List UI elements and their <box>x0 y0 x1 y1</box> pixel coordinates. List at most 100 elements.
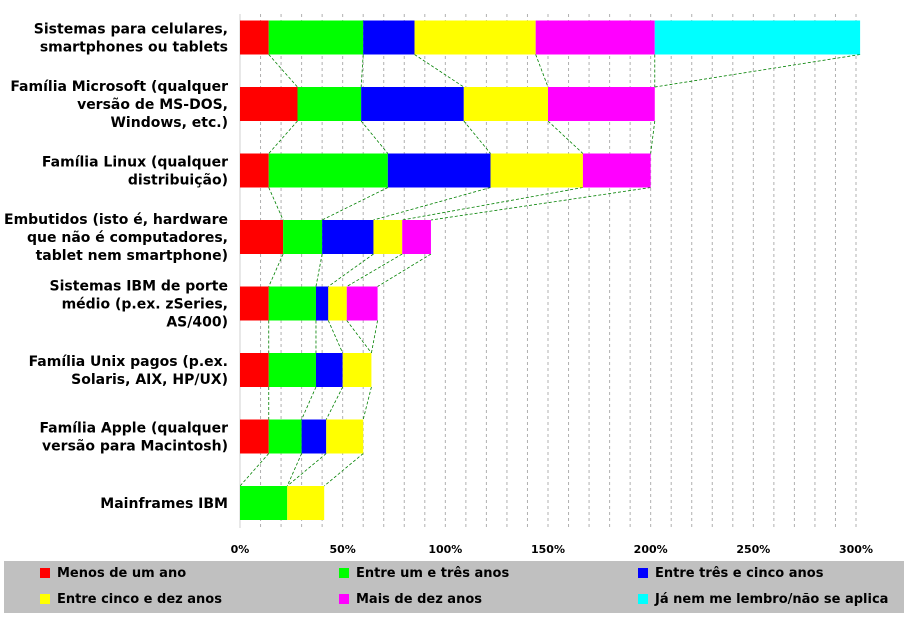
series-line <box>301 386 317 420</box>
bar-segment <box>322 220 374 254</box>
legend-label: Entre cinco e dez anos <box>57 591 222 607</box>
legend: Menos de um ano Entre um e três anos Entre… <box>4 561 904 613</box>
series-line <box>323 453 364 487</box>
bar-segment <box>283 220 323 254</box>
category-label: Mainframes IBM <box>100 496 228 512</box>
bar-segment <box>342 353 372 387</box>
bar-segment <box>315 353 343 387</box>
bar-segment <box>548 87 655 121</box>
x-tick-label: 50% <box>329 543 355 556</box>
series-line <box>362 386 372 420</box>
legend-swatch <box>638 568 648 578</box>
legend-item: Entre cinco e dez anos <box>40 590 222 608</box>
category-label: Família Apple (qualquer versão para Macin… <box>39 421 228 455</box>
bar-segment <box>582 153 651 188</box>
series-line <box>463 120 491 154</box>
series-line <box>360 120 389 154</box>
bar-segment <box>328 286 347 321</box>
series-line <box>327 320 344 354</box>
series-line <box>315 253 323 287</box>
legend-label: Entre um e três anos <box>356 565 510 581</box>
bar-segment <box>402 220 431 254</box>
bar-segment <box>361 87 464 121</box>
category-label: Embutidos (isto é, hardware que não é com… <box>4 212 228 264</box>
series-line <box>346 320 372 354</box>
x-tick-label: 250% <box>736 543 770 556</box>
bar-segment <box>414 20 536 55</box>
legend-label: Menos de um ano <box>57 565 187 581</box>
series-line <box>402 187 583 221</box>
legend-item: Menos de um ano <box>40 564 186 582</box>
x-tick-label: 200% <box>634 543 668 556</box>
series-line <box>268 120 298 154</box>
series-line <box>328 253 374 287</box>
legend-swatch <box>638 594 648 604</box>
series-line <box>414 54 465 88</box>
legend-swatch <box>339 568 349 578</box>
bar-segment <box>268 419 302 454</box>
series-line <box>360 54 364 88</box>
bar-segment <box>535 20 655 55</box>
bar-segment <box>373 220 403 254</box>
series-line <box>535 54 549 88</box>
legend-swatch <box>339 594 349 604</box>
legend-item: Entre três e cinco anos <box>638 564 823 582</box>
category-label: Família Microsoft (qualquer versão de MS-… <box>10 79 228 131</box>
bar-segment <box>346 286 378 321</box>
bar-segment <box>387 153 491 188</box>
bar-segment <box>315 286 329 321</box>
bar-segment <box>463 87 548 121</box>
bar-segment <box>268 353 316 387</box>
series-line <box>239 453 270 487</box>
bar-segment <box>240 353 269 387</box>
category-label: Família Linux (qualquer distribuição) <box>42 155 228 189</box>
x-tick-label: 100% <box>428 543 462 556</box>
bar-segment <box>268 153 388 188</box>
series-line <box>346 253 403 287</box>
bar-segment <box>654 20 861 55</box>
x-axis-ticks: 0% 50% 100% 150% 200% 250% 300% <box>231 543 873 556</box>
series-line <box>286 453 327 487</box>
series-line <box>430 187 651 221</box>
bar-segment <box>240 87 298 121</box>
series-line <box>373 187 491 221</box>
series-line <box>654 54 861 88</box>
series-lines <box>239 54 861 487</box>
bar-segment <box>268 20 364 55</box>
x-tick-label: 0% <box>231 543 250 556</box>
series-line <box>268 253 284 287</box>
legend-swatch <box>40 568 50 578</box>
legend-item: Mais de dez anos <box>339 590 482 608</box>
category-label: Sistemas para celulares, smartphones ou t… <box>34 22 228 56</box>
legend-label: Mais de dez anos <box>356 591 482 607</box>
series-line <box>325 386 344 420</box>
bar-segment <box>301 419 327 454</box>
category-labels: Sistemas para celulares, smartphones ou t… <box>4 22 228 513</box>
bars <box>240 20 861 520</box>
x-tick-label: 150% <box>531 543 565 556</box>
bar-segment <box>326 419 364 454</box>
legend-label: Entre três e cinco anos <box>655 565 824 581</box>
x-tick-label: 300% <box>839 543 873 556</box>
bar-segment <box>240 153 269 188</box>
bar-segment <box>490 153 583 188</box>
legend-item: Já nem me lembro/não se aplica <box>638 590 888 608</box>
category-label: Família Unix pagos (p.ex. Solaris, AIX, H… <box>29 354 228 388</box>
series-line <box>371 320 378 354</box>
legend-label: Já nem me lembro/não se aplica <box>655 591 889 607</box>
bar-segment <box>287 486 325 520</box>
bar-segment <box>240 286 269 321</box>
series-line <box>286 453 302 487</box>
category-label: Sistemas IBM de porte médio (p.ex. zSerie… <box>50 279 228 331</box>
bar-segment <box>240 20 269 55</box>
series-line <box>377 253 432 287</box>
series-line <box>268 54 298 88</box>
bar-segment <box>268 286 316 321</box>
legend-swatch <box>40 594 50 604</box>
legend-item: Entre um e três anos <box>339 564 509 582</box>
series-line <box>650 120 656 154</box>
bar-segment <box>363 20 415 55</box>
bar-segment <box>240 220 284 254</box>
series-line <box>268 187 284 221</box>
